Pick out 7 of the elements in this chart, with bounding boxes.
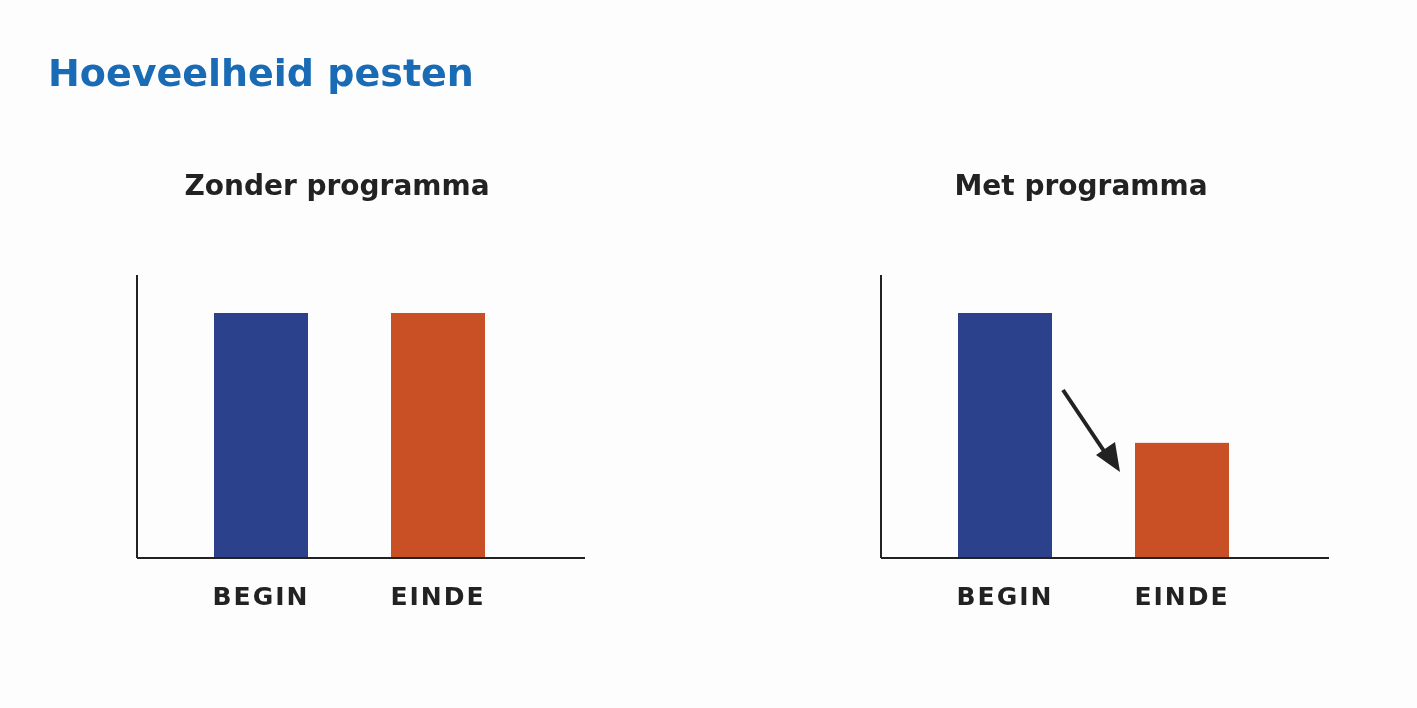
chart-subtitle: Met programma bbox=[954, 169, 1208, 202]
chart-title: Hoeveelheid pesten bbox=[48, 51, 474, 95]
x-tick-label: EINDE bbox=[390, 582, 486, 611]
x-tick-label: EINDE bbox=[1134, 582, 1230, 611]
x-tick-label: BEGIN bbox=[956, 582, 1054, 611]
chart-subtitle: Zonder programma bbox=[184, 169, 490, 202]
x-tick-label: BEGIN bbox=[212, 582, 310, 611]
